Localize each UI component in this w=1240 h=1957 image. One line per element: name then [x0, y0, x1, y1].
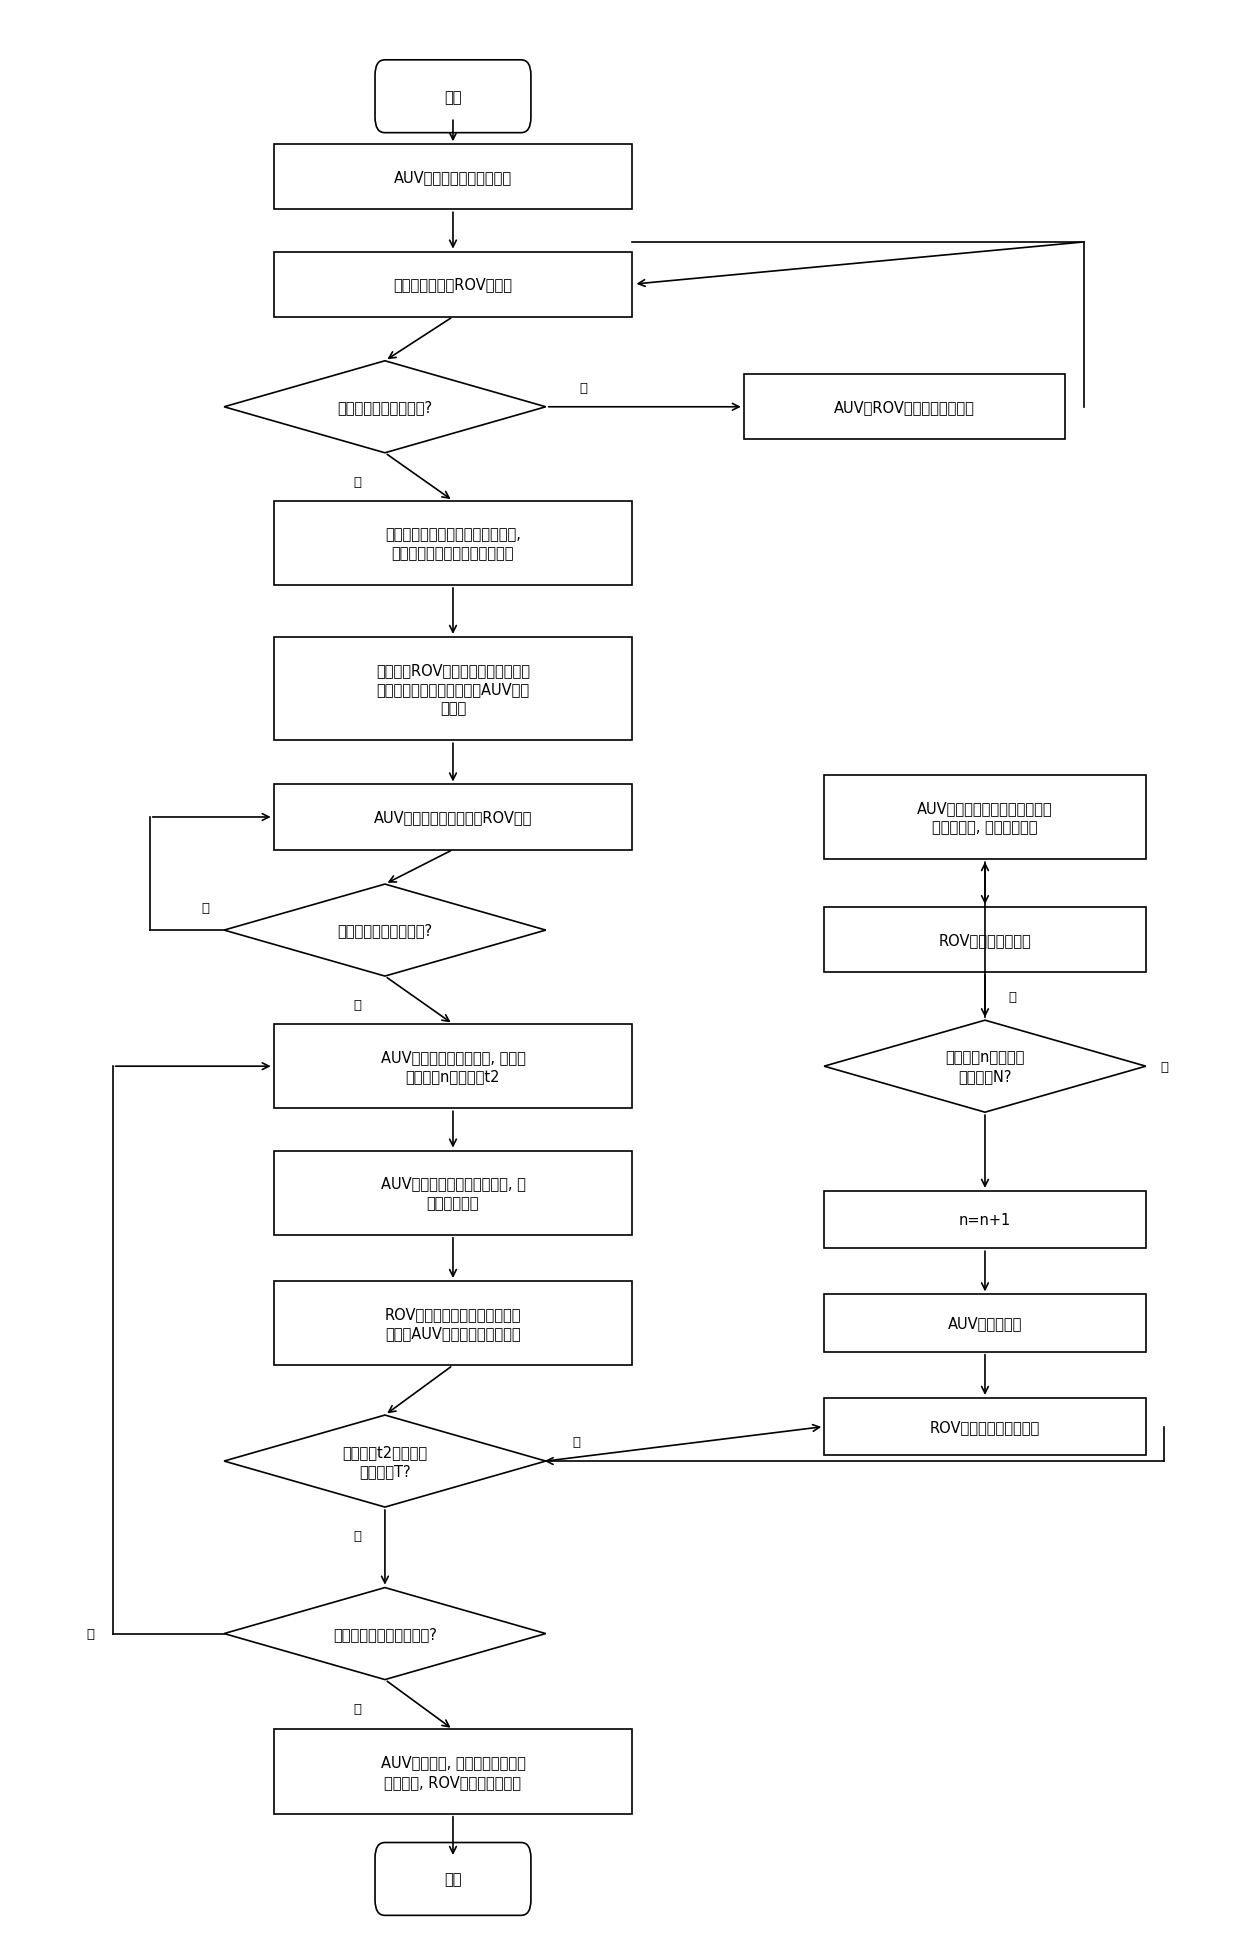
FancyBboxPatch shape [825, 908, 1146, 973]
Text: 是: 是 [202, 900, 210, 914]
Text: 前侧摄像头检测ROV引导灯: 前侧摄像头检测ROV引导灯 [393, 278, 512, 292]
Polygon shape [224, 362, 546, 454]
Text: AUV向母船发送回收失败信号并
上浮至水面, 等待手动回收: AUV向母船发送回收失败信号并 上浮至水面, 等待手动回收 [918, 800, 1053, 834]
Text: 是: 是 [353, 476, 362, 489]
Text: ROV内的行程开关控制内壁防撞
海绵随AUV的逐渐深入不断夹紧: ROV内的行程开关控制内壁防撞 海绵随AUV的逐渐深入不断夹紧 [384, 1305, 521, 1341]
Text: ROV所有引导灯开始闪烁: ROV所有引导灯开始闪烁 [930, 1419, 1040, 1434]
Text: 否: 否 [579, 382, 587, 395]
Text: AUV退出回收仓: AUV退出回收仓 [947, 1315, 1022, 1331]
Polygon shape [825, 1022, 1146, 1114]
Polygon shape [224, 1415, 546, 1507]
Text: 否: 否 [87, 1626, 94, 1640]
Polygon shape [224, 885, 546, 977]
FancyBboxPatch shape [274, 785, 632, 849]
FancyBboxPatch shape [825, 1296, 1146, 1352]
Text: ROV关闭所有引导灯: ROV关闭所有引导灯 [939, 933, 1032, 947]
Text: 是否检测到所有引导灯?: 是否检测到所有引导灯? [337, 399, 433, 415]
FancyBboxPatch shape [274, 501, 632, 585]
FancyBboxPatch shape [274, 1024, 632, 1110]
Text: n=n+1: n=n+1 [959, 1213, 1011, 1227]
Text: 对所获图像做滤波处理与边缘检测,
并计算出各个引导灯的中心位置: 对所获图像做滤波处理与边缘检测, 并计算出各个引导灯的中心位置 [386, 526, 521, 562]
Text: 进仓次数n大于最大
进仓次数N?: 进仓次数n大于最大 进仓次数N? [945, 1049, 1024, 1084]
FancyBboxPatch shape [825, 1192, 1146, 1249]
Text: 否: 否 [353, 998, 362, 1012]
FancyBboxPatch shape [744, 376, 1065, 440]
Polygon shape [224, 1587, 546, 1679]
FancyBboxPatch shape [374, 1843, 531, 1916]
Text: AUV向母船发送进仓状态, 并记录
进仓次数n以及时间t2: AUV向母船发送进仓状态, 并记录 进仓次数n以及时间t2 [381, 1049, 526, 1084]
FancyBboxPatch shape [274, 1151, 632, 1235]
Text: 进仓时间t2大于最大
进仓时间T?: 进仓时间t2大于最大 进仓时间T? [342, 1444, 428, 1478]
FancyBboxPatch shape [825, 775, 1146, 859]
Text: 行程开关是否达到最大值?: 行程开关是否达到最大值? [334, 1626, 436, 1642]
FancyBboxPatch shape [374, 61, 531, 133]
Text: AUV调整行进方向逐渐向ROV靠近: AUV调整行进方向逐渐向ROV靠近 [373, 810, 532, 826]
Text: 通过计算ROV后壁定位灯在前侧引导
灯构成的坐标轴位置计算出AUV的旋
转角度: 通过计算ROV后壁定位灯在前侧引导 灯构成的坐标轴位置计算出AUV的旋 转角度 [376, 663, 529, 716]
Text: AUV停止移动, 并向母船发送回收
成功信号, ROV关闭所有引导灯: AUV停止移动, 并向母船发送回收 成功信号, ROV关闭所有引导灯 [381, 1755, 526, 1789]
FancyBboxPatch shape [274, 145, 632, 209]
Text: 是: 是 [573, 1436, 580, 1448]
Text: AUV以ROV为中心点绕行一周: AUV以ROV为中心点绕行一周 [835, 399, 975, 415]
Text: 开始: 开始 [444, 90, 461, 104]
FancyBboxPatch shape [274, 252, 632, 317]
Text: 是: 是 [1008, 990, 1017, 1004]
FancyBboxPatch shape [825, 1397, 1146, 1456]
Text: AUV对准后壁定位灯缓慢行进, 并
触发行程开关: AUV对准后壁定位灯缓慢行进, 并 触发行程开关 [381, 1176, 526, 1209]
Text: 否: 否 [1161, 1061, 1168, 1072]
Text: 结束: 结束 [444, 1871, 461, 1887]
FancyBboxPatch shape [274, 1730, 632, 1814]
FancyBboxPatch shape [274, 638, 632, 742]
Text: 是: 是 [353, 1703, 362, 1714]
Text: 否: 否 [353, 1530, 362, 1542]
Text: AUV向母船发送光引导状态: AUV向母船发送光引导状态 [394, 170, 512, 186]
Text: 能否检测到前侧坐标轴?: 能否检测到前侧坐标轴? [337, 924, 433, 937]
FancyBboxPatch shape [274, 1282, 632, 1366]
